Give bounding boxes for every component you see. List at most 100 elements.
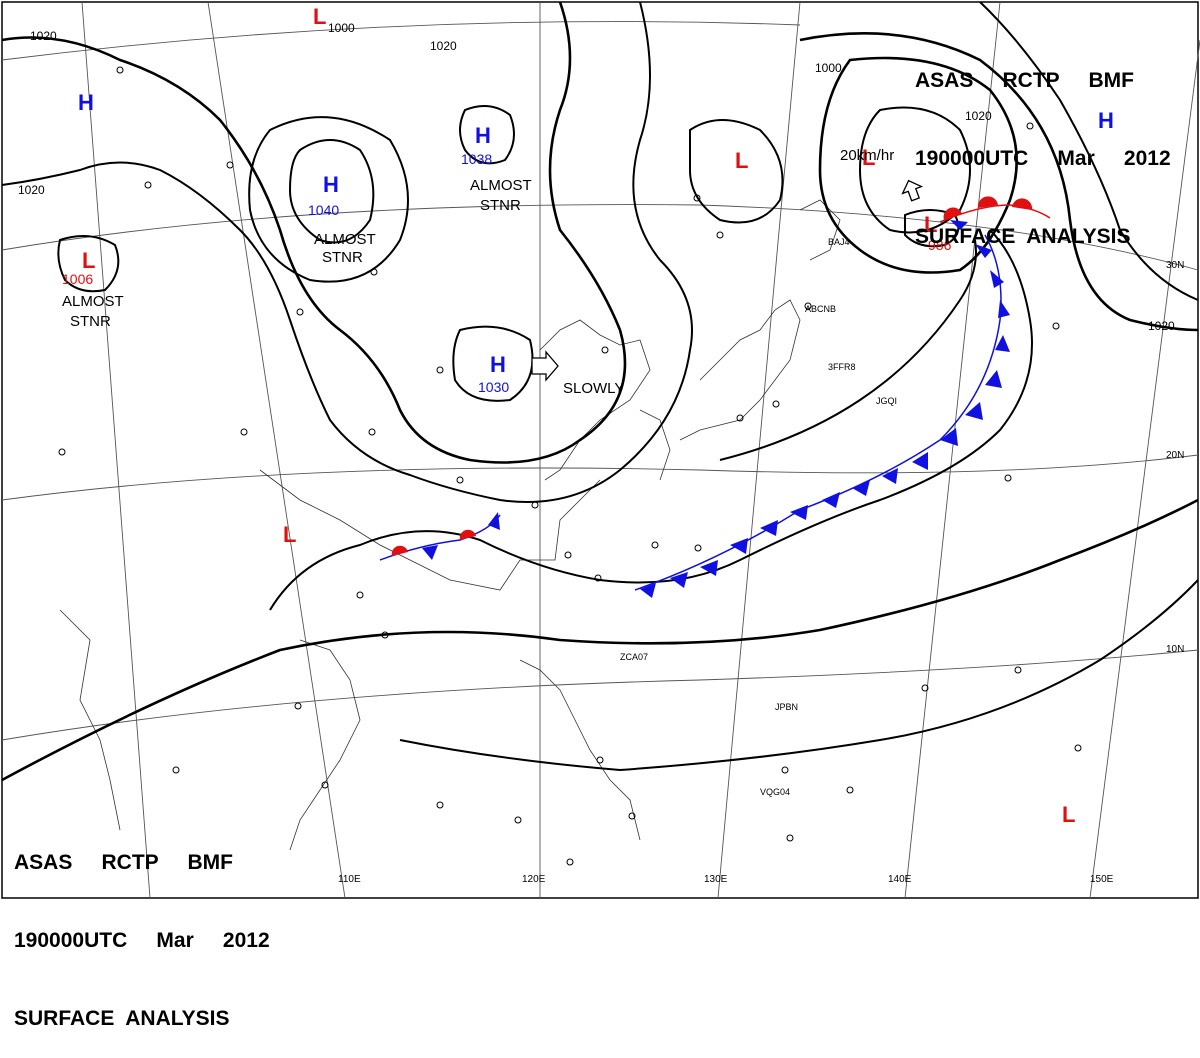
station-marker (594, 574, 602, 582)
coastlines (59, 199, 841, 851)
isobar-high-1040-ring (288, 139, 375, 244)
station-marker (1014, 666, 1022, 674)
station-marker (356, 591, 364, 599)
cold-front-tooth (488, 512, 500, 530)
low-center-986: L (924, 212, 937, 237)
low-center-1006: L (82, 248, 95, 273)
station-marker (240, 428, 248, 436)
pressure-centers: H H H H H L L L L L L L (78, 4, 1114, 827)
station-marker (804, 302, 812, 310)
high-value-1030: 1030 (478, 379, 509, 395)
coast-hokkaido (799, 199, 841, 261)
station-marker (436, 366, 444, 374)
parallel-40n (1, 21, 801, 61)
cold-front-tooth (965, 402, 983, 420)
station-marker (786, 834, 794, 842)
isobar-label: 1020 (1148, 319, 1175, 333)
station-code: ABCNB (805, 304, 836, 314)
cold-front-line (634, 234, 1002, 591)
isobar-low-986-ring (904, 209, 960, 248)
station-marker (370, 268, 378, 276)
station-code: JPBN (775, 702, 798, 712)
coast-bay (59, 609, 121, 831)
annotations: ALMOST STNR ALMOST STNR ALMOST STNR SLOW… (62, 147, 894, 397)
stationary-front-west (379, 512, 501, 561)
annotation-almost-west: ALMOST (62, 293, 124, 310)
isobar-1012 (269, 229, 1033, 611)
high-value-1038: 1038 (461, 151, 492, 167)
parallel-20n (1, 454, 1199, 501)
annotation-speed: 20km/hr (840, 147, 894, 164)
header-line2: 190000UTC Mar 2012 (14, 929, 270, 952)
station-marker (601, 346, 609, 354)
isobar-low-1000-ring (818, 56, 1018, 274)
header-line1: ASAS RCTP BMF (915, 69, 1134, 92)
station-code: 3FFR8 (828, 362, 856, 372)
isobar-high-1040-ring2 (248, 116, 409, 283)
warm-front-lobe (943, 207, 962, 220)
meridian-150e (1089, 39, 1200, 899)
high-center-1030: H (490, 352, 506, 377)
station-marker (1052, 322, 1060, 330)
low-center-hokkaido: L (862, 145, 875, 170)
high-value-1040: 1040 (308, 202, 339, 218)
lat-label-30n: 30N (1166, 260, 1184, 271)
warm-front-east (939, 196, 1051, 223)
parallel-30n (1, 204, 1199, 271)
station-marker (628, 812, 636, 820)
warm-front-lobe (977, 196, 998, 208)
annotation-almost-1038: ALMOST (470, 177, 532, 194)
isobar-1010 (399, 579, 1199, 772)
station-marker (651, 541, 659, 549)
station-marker (321, 781, 329, 789)
grid-labels: 30N 20N 10N 110E 120E 130E 140E 150E (338, 260, 1184, 885)
station-code: VQG04 (760, 787, 790, 797)
cold-front-tooth (940, 428, 958, 446)
annotation-stnr-west: STNR (70, 313, 111, 330)
warm-front-lobe (1012, 198, 1033, 210)
station-marker (226, 161, 234, 169)
station-marker (172, 766, 180, 774)
header-bottom: ASAS RCTP BMF 190000UTC Mar 2012 SURFACE… (14, 798, 270, 1058)
station-marker (566, 858, 574, 866)
lon-label-130e: 130E (704, 874, 728, 885)
cold-front-tooth (985, 370, 1002, 388)
weather-map: H H H H H L L L L L L L 1038 1040 1030 1… (1, 1, 1200, 899)
station-code: ZCA07 (620, 652, 648, 662)
isobar-label: 1000 (328, 21, 355, 35)
center-values: 1038 1040 1030 1006 986 (62, 151, 952, 395)
isobar-1016 (1, 1, 693, 503)
isobar-1020-east (799, 32, 1199, 332)
meridian-140e (904, 1, 1001, 899)
coast-korea-japan (679, 299, 801, 441)
warm-front-lobe (459, 529, 476, 540)
high-center-1038: H (475, 123, 491, 148)
isobar-1020-west (1, 1, 627, 464)
cold-front-tooth (950, 220, 968, 230)
meridian-100e (81, 1, 151, 899)
low-center-pacific: L (1062, 802, 1075, 827)
isobar-label: 1020 (430, 39, 457, 53)
low-center-east-sea: L (735, 148, 748, 173)
header-line2: 190000UTC Mar 2012 (915, 147, 1171, 170)
arrow-slowly-icon (531, 350, 559, 382)
high-center-1040: H (323, 172, 339, 197)
isobar-1008 (1, 498, 1199, 782)
annotation-slowly: SLOWLY (563, 380, 624, 397)
station-marker (436, 801, 444, 809)
lat-label-10n: 10N (1166, 644, 1184, 655)
station-marker (564, 551, 572, 559)
map-frame (1, 1, 1199, 899)
station-marker (596, 756, 604, 764)
header-line3: SURFACE ANALYSIS (14, 1007, 230, 1030)
coast-indochina (289, 639, 361, 851)
cold-front-tooth (790, 505, 808, 520)
station-marker (296, 308, 304, 316)
lon-label-110e: 110E (338, 874, 361, 885)
station-marker (1026, 122, 1034, 130)
cold-front-tooth (852, 480, 870, 496)
station-marker (736, 414, 744, 422)
cold-front-tooth (882, 468, 898, 484)
cold-front-tooth (822, 492, 840, 508)
coast-philippines (519, 659, 641, 841)
